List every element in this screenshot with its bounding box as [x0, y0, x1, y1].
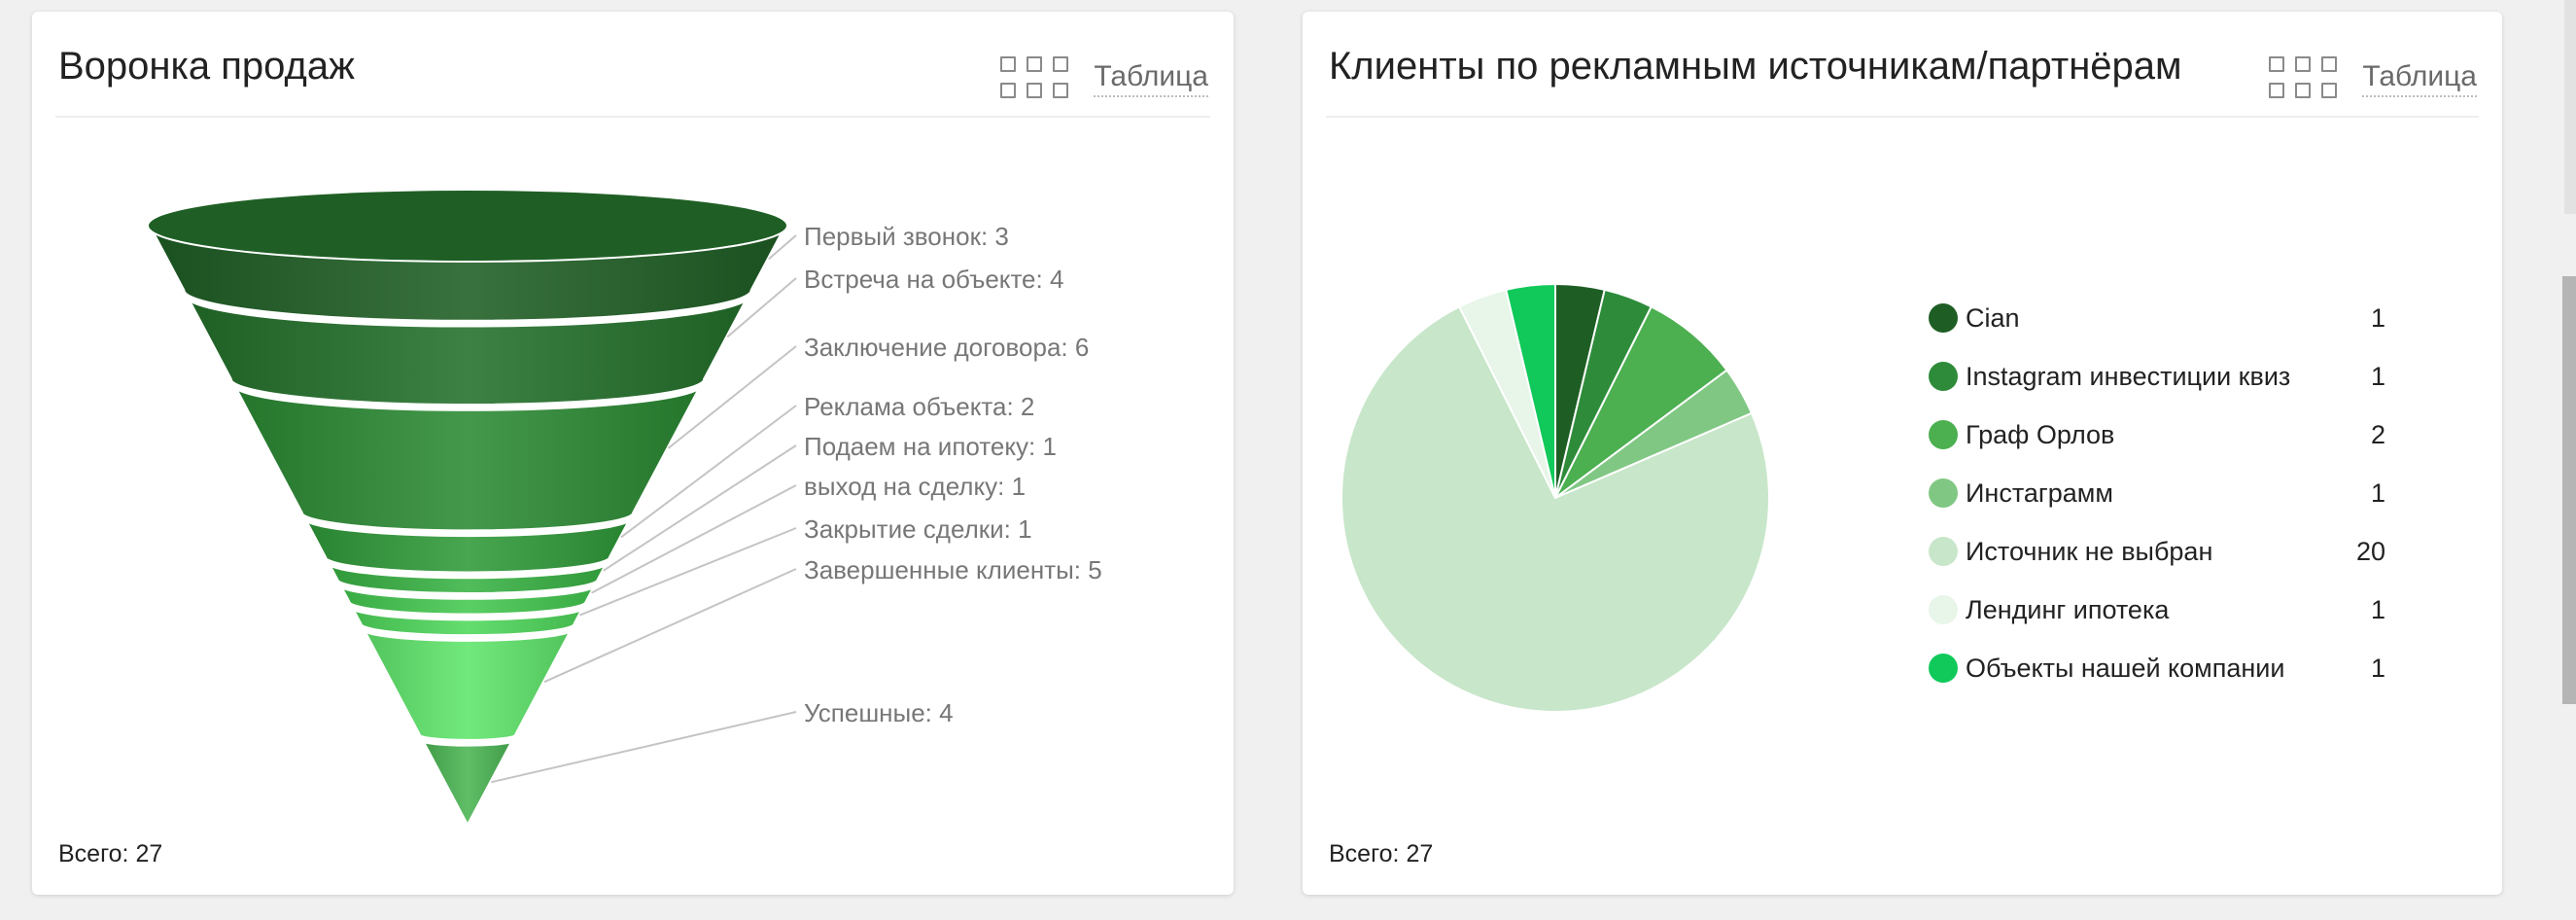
legend-swatch — [1929, 595, 1958, 624]
funnel-label: Закрытие сделки: 1 — [804, 514, 1032, 544]
funnel-card-divider — [55, 116, 1210, 118]
funnel-leader-line — [579, 527, 797, 617]
funnel-table-link[interactable]: Таблица — [1094, 60, 1208, 97]
funnel-label: Подаем на ипотеку: 1 — [804, 432, 1057, 461]
legend-item[interactable]: Instagram инвестиции квиз 1 — [1929, 347, 2385, 406]
pie-legend: Cian 1 Instagram инвестиции квиз 1 Граф Орло… — [1929, 289, 2385, 697]
legend-count: 1 — [2370, 361, 2385, 391]
funnel-total: Всего: 27 — [58, 840, 163, 867]
legend-label: Лендинг ипотека — [1966, 594, 2170, 624]
legend-count: 1 — [2370, 594, 2385, 624]
legend-label: Объекты нашей компании — [1966, 653, 2285, 683]
funnel-view-toggle: Таблица — [1000, 55, 1208, 102]
pie-slice[interactable] — [1505, 282, 1556, 499]
legend-item[interactable]: Инстаграмм 1 — [1929, 464, 2385, 522]
funnel-leader-line — [603, 444, 797, 572]
legend-count: 1 — [2370, 478, 2385, 508]
legend-count: 2 — [2370, 419, 2385, 449]
legend-label: Instagram инвестиции квиз — [1966, 361, 2291, 391]
pie-card-divider — [1326, 116, 2479, 118]
scrollbar[interactable] — [2562, 276, 2576, 704]
legend-label: Граф Орлов — [1966, 419, 2115, 449]
funnel-segment[interactable] — [348, 605, 587, 639]
legend-item[interactable]: Cian 1 — [1929, 289, 2385, 347]
legend-swatch — [1929, 362, 1958, 391]
pie-slice[interactable] — [1554, 305, 1728, 499]
funnel-label: Заключение договора: 6 — [804, 333, 1089, 362]
funnel-segment[interactable] — [336, 583, 599, 618]
funnel-chart: Первый звонок: 3 Встреча на объекте: 4 Зак… — [147, 191, 1102, 832]
pie-view-toggle: Таблица — [2269, 55, 2477, 102]
funnel-leader-line — [667, 345, 797, 449]
funnel-segment[interactable] — [325, 560, 610, 597]
pie-total: Всего: 27 — [1329, 840, 1434, 867]
funnel-leader-line — [726, 277, 797, 338]
funnel-leader-line — [591, 484, 797, 594]
legend-swatch — [1929, 478, 1958, 508]
legend-swatch — [1929, 303, 1958, 333]
funnel-leader-line — [768, 234, 797, 261]
legend-item[interactable]: Объекты нашей компании 1 — [1929, 639, 2385, 697]
legend-swatch — [1929, 420, 1958, 449]
pie-slice[interactable] — [1340, 305, 1770, 713]
legend-item[interactable]: Лендинг ипотека 1 — [1929, 581, 2385, 639]
funnel-label: Реклама объекта: 2 — [804, 392, 1034, 421]
legend-swatch — [1929, 654, 1958, 683]
funnel-segment[interactable] — [419, 738, 516, 832]
legend-label: Cian — [1966, 302, 2020, 333]
legend-label: Инстаграмм — [1966, 478, 2113, 508]
funnel-segment[interactable] — [183, 293, 752, 407]
legend-item[interactable]: Источник не выбран 20 — [1929, 522, 2385, 581]
scrollbar-thumb[interactable] — [2564, 0, 2576, 214]
funnel-label: Первый звонок: 3 — [804, 222, 1009, 251]
legend-item[interactable]: Граф Орлов 2 — [1929, 406, 2385, 464]
funnel-label: выход на сделку: 1 — [804, 472, 1026, 501]
pie-card-title: Клиенты по рекламным источникам/партнёра… — [1329, 45, 2182, 88]
funnel-segment[interactable] — [230, 382, 705, 534]
funnel-segment[interactable] — [360, 627, 575, 743]
ad-sources-card: Клиенты по рекламным источникам/партнёра… — [1303, 12, 2502, 895]
legend-label: Источник не выбран — [1966, 536, 2213, 566]
funnel-label: Завершенные клиенты: 5 — [804, 555, 1102, 584]
pie-table-link[interactable]: Таблица — [2362, 60, 2477, 97]
funnel-leader-line — [543, 568, 797, 684]
funnel-leader-line — [491, 711, 797, 784]
funnel-segment[interactable] — [300, 515, 635, 576]
funnel-leader-line — [620, 405, 797, 539]
sales-funnel-card: Воронка продаж Таблица Первый звонок: 3 В… — [32, 12, 1234, 895]
grid-icon[interactable] — [2269, 56, 2339, 101]
pie-chart — [1340, 282, 1770, 713]
legend-count: 1 — [2370, 302, 2385, 333]
legend-swatch — [1929, 537, 1958, 566]
legend-count: 20 — [2355, 536, 2385, 566]
grid-icon[interactable] — [1000, 56, 1070, 101]
funnel-top-ellipse — [149, 191, 786, 261]
funnel-label: Успешные: 4 — [804, 698, 954, 727]
funnel-label: Встреча на объекте: 4 — [804, 265, 1063, 294]
legend-count: 1 — [2370, 653, 2385, 683]
funnel-card-title: Воронка продаж — [58, 45, 355, 88]
